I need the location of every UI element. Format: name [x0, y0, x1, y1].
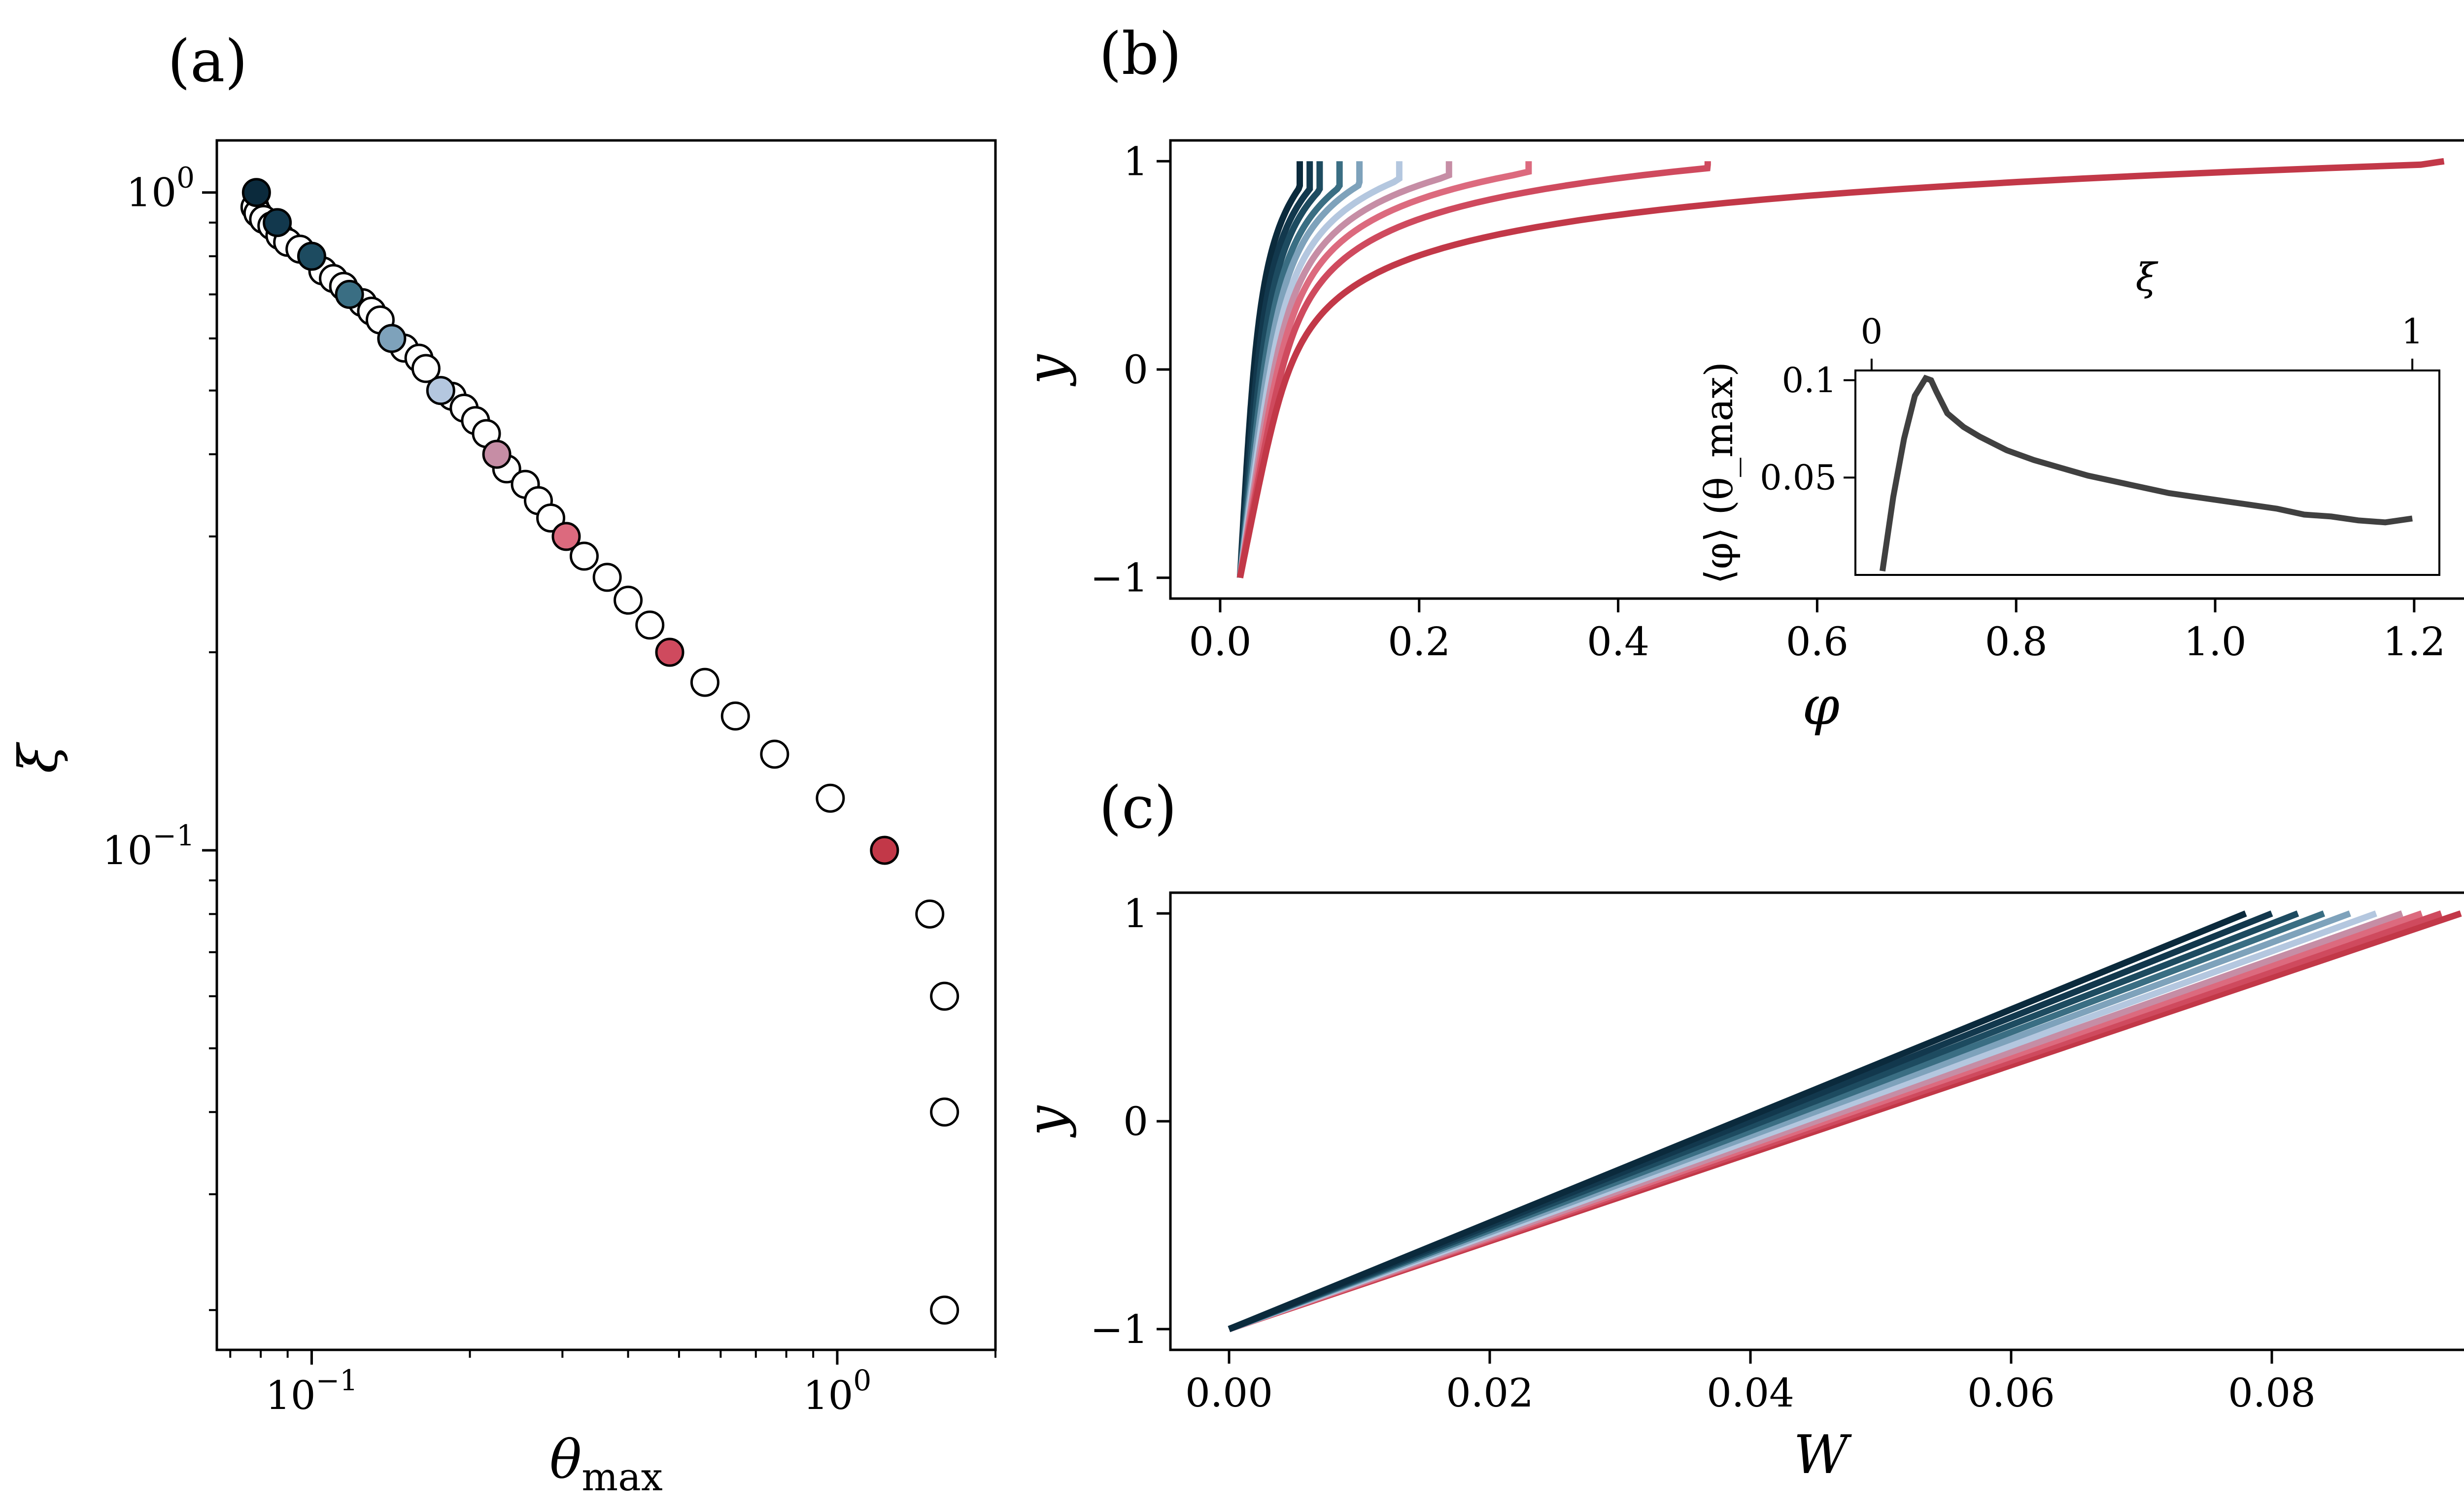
a-y-tick-label: 10−1 — [103, 819, 195, 873]
panel-a-points — [240, 178, 959, 1325]
a-highlighted-point — [426, 376, 455, 405]
a-x-tick-label: 100 — [803, 1364, 872, 1418]
inset-frame — [1854, 369, 2440, 576]
a-scatter-point — [411, 354, 441, 383]
b-series-line — [1236, 161, 1711, 578]
b-x-tick-label: 1.0 — [2184, 619, 2246, 665]
panel-c-ticks: 0.00 0.02 0.04 0.06 0.08 −1 0 1 — [1090, 891, 2316, 1416]
c-y-tick-label: 0 — [1123, 1099, 1148, 1144]
a-highlighted-point — [377, 324, 407, 353]
a-scatter-point — [760, 739, 789, 769]
panel-a: 10−1 10−1 100 100 θmax ξ — [8, 139, 997, 1500]
b-series-line — [1236, 161, 1452, 578]
panel-b: 0.0 0.2 0.4 0.6 0.8 1.0 1.2 −1 0 1 φ y 0 1 0.1 0.05 … — [1016, 138, 2464, 737]
c-x-tick-label: 0.06 — [1967, 1370, 2055, 1416]
a-scatter-point — [915, 899, 945, 929]
b-x-tick-label: 0.6 — [1786, 619, 1848, 665]
panel-c: 0.00 0.02 0.04 0.06 0.08 −1 0 1 W y — [1016, 891, 2464, 1486]
panel-b-ylabel: y — [1016, 354, 1077, 387]
panel-b-lines — [1236, 158, 2445, 579]
inset-xlabel: ξ — [2136, 256, 2159, 300]
c-y-tick-label: −1 — [1090, 1307, 1148, 1352]
a-highlighted-point — [297, 241, 326, 271]
inset-ticks: 0 1 0.1 0.05 — [1760, 311, 2423, 498]
inset-x-tick-label: 1 — [2401, 311, 2424, 352]
a-highlighted-point — [263, 208, 292, 237]
c-x-tick-label: 0.02 — [1446, 1370, 1534, 1416]
panel-b-ticks: 0.0 0.2 0.4 0.6 0.8 1.0 1.2 −1 0 1 — [1090, 138, 2445, 665]
c-x-tick-label: 0.08 — [2228, 1370, 2316, 1416]
panel-a-frame — [215, 139, 997, 1351]
a-highlighted-point — [335, 280, 364, 309]
a-scatter-point — [930, 981, 959, 1011]
inset-ylabel: ⟨φ⟩ (θ_max) — [1697, 362, 1742, 584]
a-scatter-point — [816, 783, 845, 813]
b-x-tick-label: 0.4 — [1587, 619, 1649, 665]
panel-label-a: (a) — [168, 27, 247, 95]
a-scatter-point — [592, 563, 622, 592]
b-x-tick-label: 0.2 — [1388, 619, 1450, 665]
a-scatter-point — [614, 585, 643, 615]
a-y-tick-label: 100 — [126, 161, 195, 216]
panel-a-ticks: 10−1 10−1 100 100 — [103, 161, 996, 1418]
a-scatter-point — [635, 610, 665, 640]
b-x-tick-label: 0.8 — [1985, 619, 2048, 665]
a-highlighted-point — [870, 836, 899, 865]
a-scatter-point — [536, 503, 566, 533]
c-series-line — [1228, 910, 2247, 1332]
a-scatter-point — [930, 1097, 959, 1127]
a-highlighted-point — [551, 522, 581, 551]
b-y-tick-label: 0 — [1123, 347, 1148, 393]
panel-label-b: (b) — [1099, 20, 1182, 88]
panel-c-ylabel: y — [1016, 1105, 1077, 1139]
panel-a-xlabel: θmax — [549, 1429, 663, 1500]
c-x-tick-label: 0.04 — [1707, 1370, 1794, 1416]
inset-y-tick-label: 0.05 — [1760, 457, 1837, 498]
panel-b-inset: 0 1 0.1 0.05 ξ ⟨φ⟩ (θ_max) — [1697, 256, 2440, 584]
a-x-tick-label: 10−1 — [266, 1364, 358, 1418]
a-scatter-point — [690, 668, 719, 697]
a-highlighted-point — [655, 637, 684, 667]
panel-label-c: (c) — [1099, 773, 1177, 841]
a-scatter-point — [569, 541, 599, 571]
b-x-tick-label: 0.0 — [1189, 619, 1251, 665]
a-highlighted-point — [482, 439, 512, 469]
panel-c-xlabel: W — [1793, 1424, 1852, 1486]
b-x-tick-label: 1.2 — [2383, 619, 2445, 665]
b-y-tick-label: 1 — [1123, 138, 1148, 184]
inset-y-tick-label: 0.1 — [1782, 360, 1837, 401]
panel-a-ylabel: ξ — [8, 742, 69, 773]
panel-c-lines — [1228, 910, 2462, 1332]
b-y-tick-label: −1 — [1090, 555, 1148, 601]
a-scatter-point — [930, 1295, 959, 1325]
a-highlighted-point — [241, 178, 271, 207]
inset-x-tick-label: 0 — [1861, 311, 1883, 352]
b-series-line — [1236, 158, 2445, 579]
c-y-tick-label: 1 — [1123, 891, 1148, 937]
inset-line — [1879, 374, 2413, 571]
a-scatter-point — [720, 701, 750, 731]
c-x-tick-label: 0.00 — [1185, 1370, 1273, 1416]
panel-b-xlabel: φ — [1802, 675, 1840, 737]
